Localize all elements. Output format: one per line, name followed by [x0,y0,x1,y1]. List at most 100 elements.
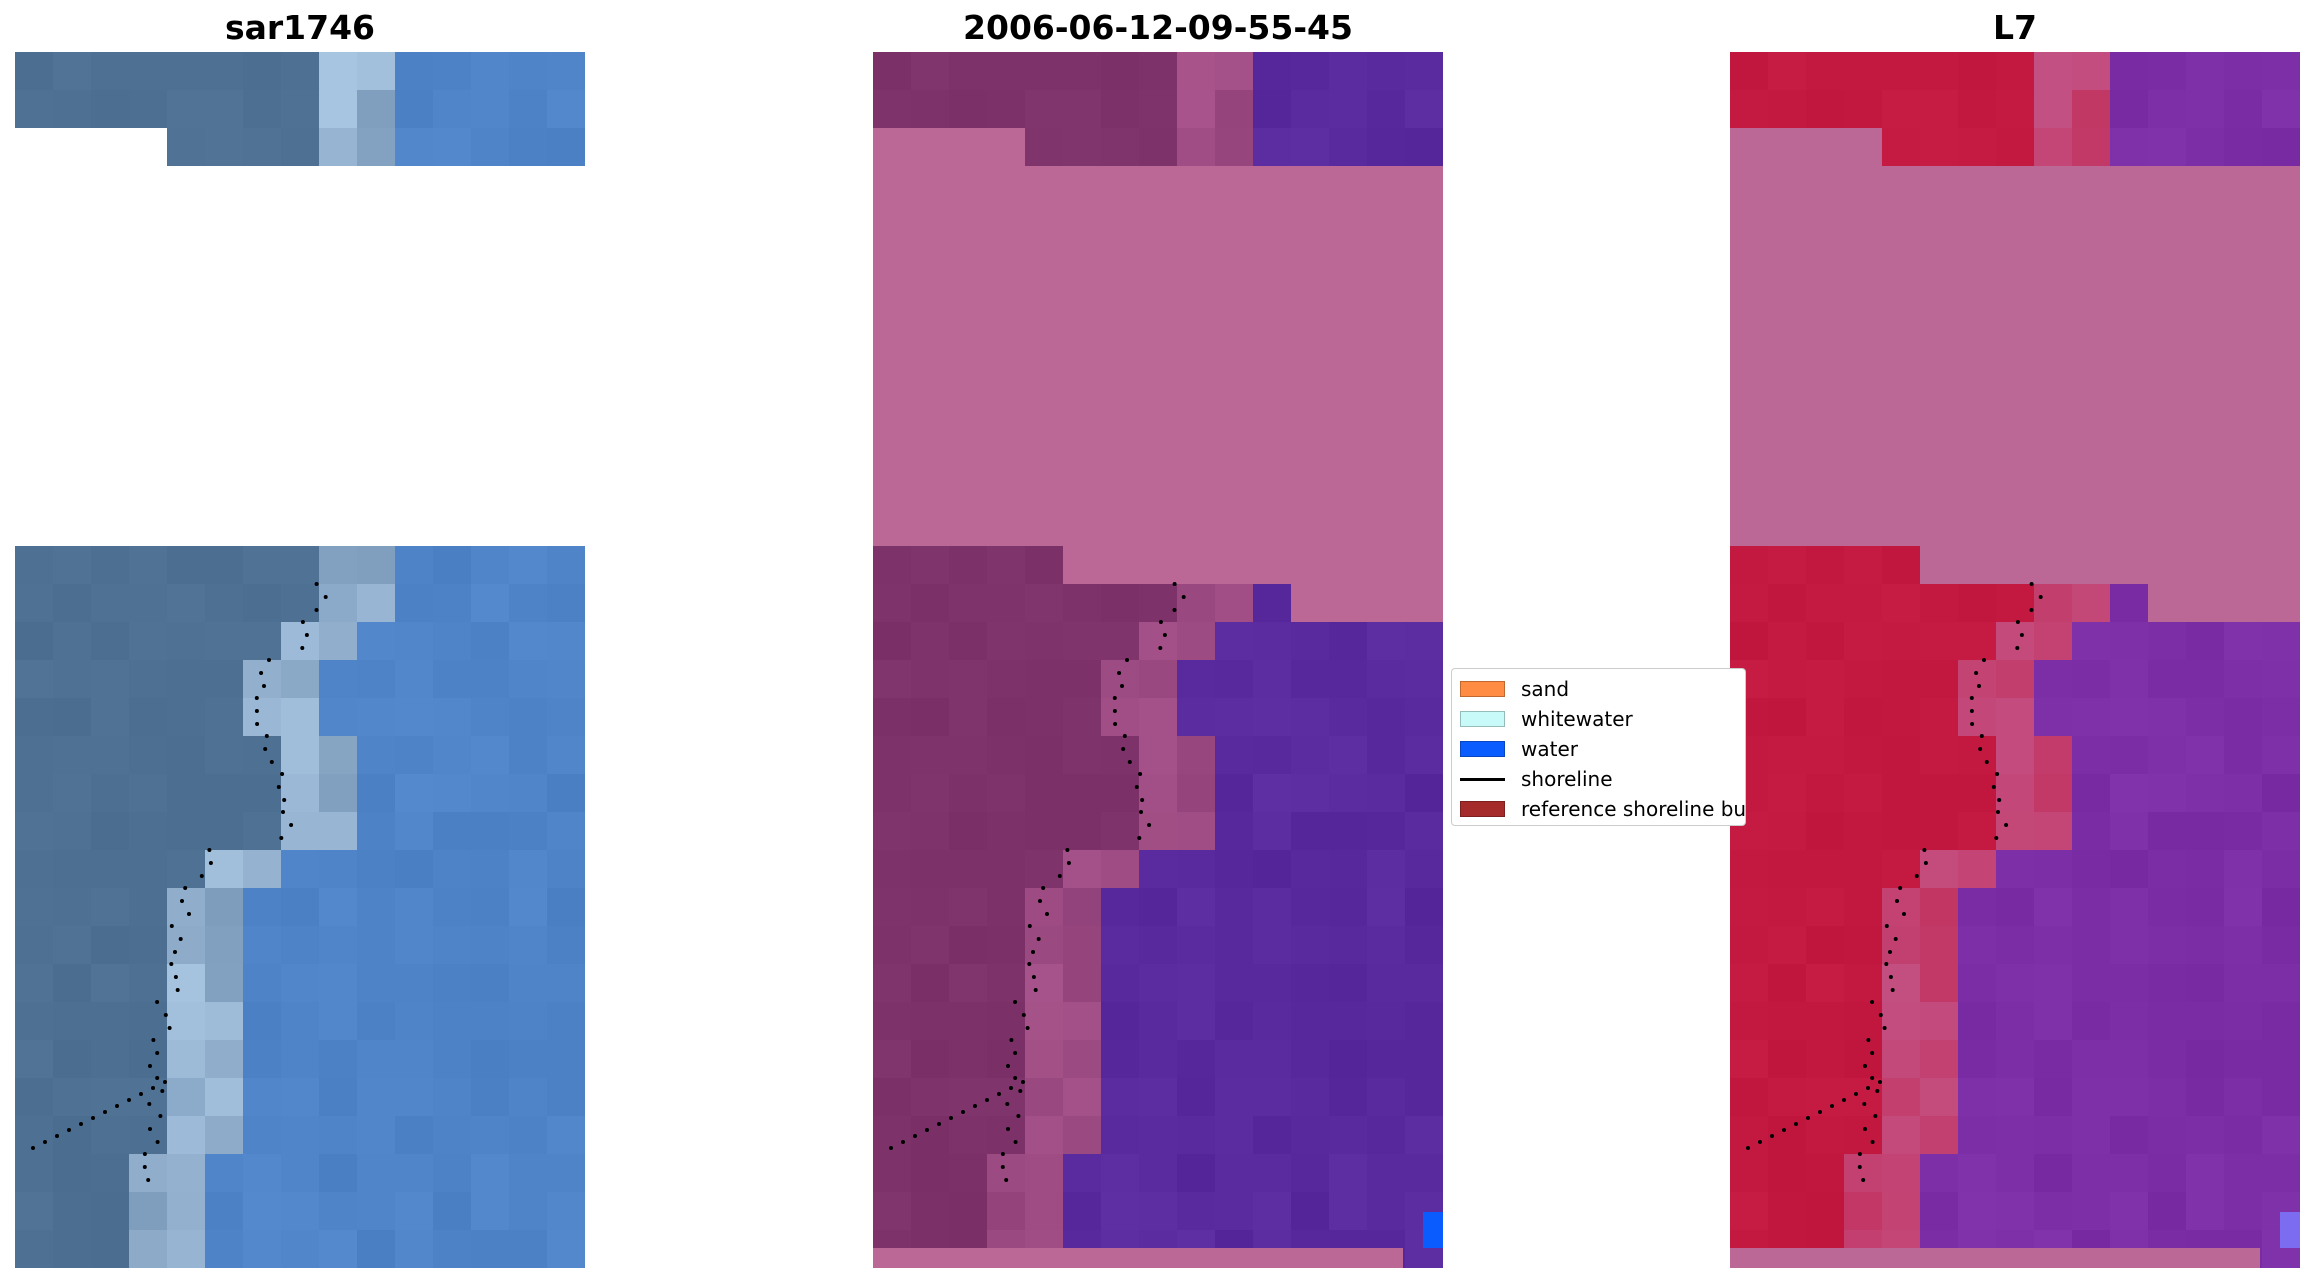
shoreline-dot [1137,836,1142,840]
raster-pixel [1177,356,1215,394]
raster-pixel [1806,698,1844,736]
raster-pixel [2224,508,2262,546]
raster-pixel [1329,394,1367,432]
raster-pixel [1920,622,1958,660]
shoreline-dot [1806,1116,1810,1120]
raster-pixel [167,812,205,850]
raster-pixel [1806,52,1844,90]
raster-pixel [319,774,357,812]
raster-pixel [1329,774,1367,812]
raster-pixel [129,888,167,926]
raster-pixel [1882,964,1920,1002]
raster-pixel [357,736,395,774]
raster-pixel [2186,736,2224,774]
raster-pixel [1844,888,1882,926]
raster-pixel [911,356,949,394]
raster-pixel [129,1154,167,1192]
raster-pixel [1996,1116,2034,1154]
raster-pixel [2110,1154,2148,1192]
raster-pixel [1329,812,1367,850]
raster-pixel [1806,1078,1844,1116]
raster-pixel [2224,926,2262,964]
raster-pixel [2148,1078,2186,1116]
shoreline-dot [127,1098,131,1102]
raster-pixel [281,1230,319,1268]
raster-pixel [243,1230,281,1268]
shoreline-dot [169,924,174,928]
raster-pixel [1101,1002,1139,1040]
raster-pixel [1215,1154,1253,1192]
raster-pixel [1806,356,1844,394]
raster-pixel [357,1154,395,1192]
raster-pixel [1882,850,1920,888]
raster-pixel [53,1002,91,1040]
raster-pixel [91,774,129,812]
raster-pixel [873,1002,911,1040]
raster-pixel [1958,888,1996,926]
raster-pixel [1367,584,1405,622]
raster-pixel [1025,52,1063,90]
raster-pixel [1730,90,1768,128]
raster-pixel [1405,622,1443,660]
raster-pixel [129,736,167,774]
raster-pixel [547,698,585,736]
raster-pixel [2072,52,2110,90]
shoreline-dot [1172,582,1177,586]
raster-pixel [1329,52,1367,90]
raster-pixel [319,1192,357,1230]
raster-pixel [2110,166,2148,204]
raster-pixel [1996,926,2034,964]
raster-pixel [1329,850,1367,888]
raster-pixel [1367,166,1405,204]
raster-pixel [1844,926,1882,964]
raster-pixel [2262,812,2300,850]
raster-pixel [1882,1040,1920,1078]
shoreline-dot [1970,722,1975,726]
raster-pixel [395,584,433,622]
raster-pixel [1367,888,1405,926]
raster-pixel [2224,1040,2262,1078]
raster-pixel [2072,1078,2110,1116]
raster-pixel [1177,52,1215,90]
raster-pixel [2110,432,2148,470]
raster-pixel [987,622,1025,660]
raster-pixel [1806,1116,1844,1154]
shoreline-dot [1117,671,1122,675]
raster-pixel [949,356,987,394]
raster-pixel [873,1192,911,1230]
raster-pixel [987,394,1025,432]
raster-pixel [1844,318,1882,356]
raster-pixel [15,622,53,660]
raster-pixel [2186,128,2224,166]
raster-pixel [547,774,585,812]
raster-pixel [2072,622,2110,660]
raster-pixel [2034,660,2072,698]
shoreline-dot [1854,1092,1858,1096]
raster-pixel [2110,394,2148,432]
raster-pixel [205,812,243,850]
raster-pixel [1101,546,1139,584]
raster-pixel [281,1002,319,1040]
shoreline-dot [1890,988,1895,992]
raster-pixel [1996,166,2034,204]
shoreline-dot [1013,1051,1018,1055]
shoreline-dot [199,874,204,878]
raster-pixel [1177,622,1215,660]
shoreline-dot [263,747,268,751]
raster-pixel [1958,204,1996,242]
raster-pixel [873,166,911,204]
raster-pixel [1139,812,1177,850]
raster-pixel [873,470,911,508]
raster-pixel [1730,204,1768,242]
shoreline-dot [1982,658,1986,662]
raster-pixel [1329,1154,1367,1192]
raster-pixel [1063,926,1101,964]
raster-pixel [433,52,471,90]
whitewater-swatch [1460,711,1505,727]
shoreline-dot [1857,1165,1862,1169]
raster-pixel [395,698,433,736]
raster-pixel [2186,280,2224,318]
raster-pixel [129,926,167,964]
shoreline-dot [151,1086,155,1090]
legend-item-whitewater: whitewater [1460,706,1633,732]
